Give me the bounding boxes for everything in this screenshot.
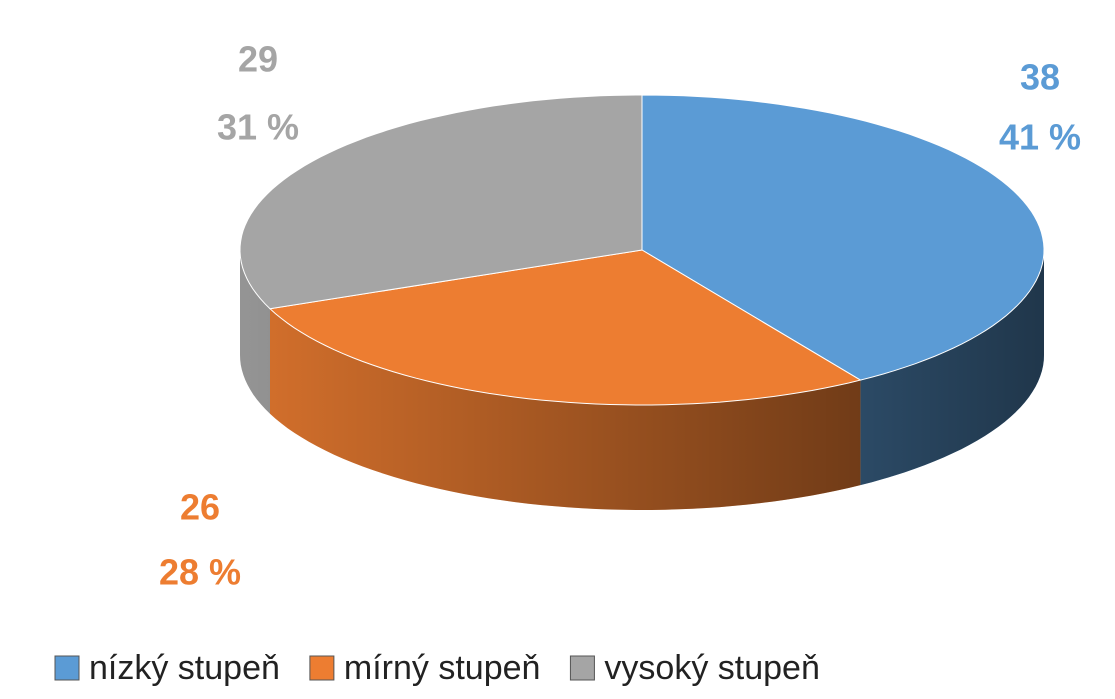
value-label: 26 bbox=[180, 487, 220, 528]
legend-label: mírný stupeň bbox=[344, 649, 541, 687]
slice bbox=[268, 249, 862, 406]
slice-side-shade bbox=[270, 308, 861, 510]
legend-label: nízký stupeň bbox=[89, 649, 280, 687]
slice-side-shade bbox=[860, 250, 1044, 486]
slice-side-shade bbox=[240, 250, 270, 414]
legend-label: vysoký stupeň bbox=[604, 649, 819, 687]
slice bbox=[239, 94, 643, 310]
percent-label: 28 % bbox=[159, 552, 241, 593]
percent-label: 31 % bbox=[217, 107, 299, 148]
value-label: 38 bbox=[1020, 57, 1060, 98]
value-label: 29 bbox=[238, 39, 278, 80]
legend-swatch bbox=[309, 655, 335, 681]
slice bbox=[641, 94, 1045, 381]
percent-label: 41 % bbox=[999, 117, 1081, 158]
legend-swatch bbox=[569, 655, 595, 681]
legend-swatch bbox=[54, 655, 80, 681]
